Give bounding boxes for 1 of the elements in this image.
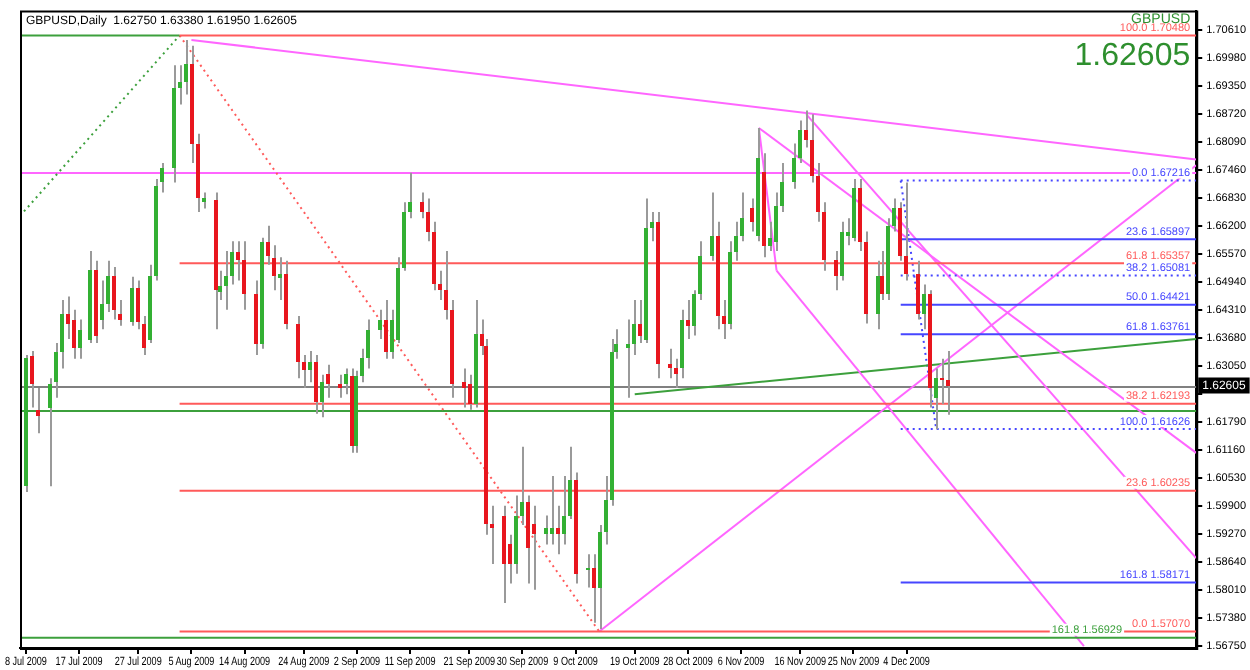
annotation: 1.62605 <box>1074 39 1191 74</box>
